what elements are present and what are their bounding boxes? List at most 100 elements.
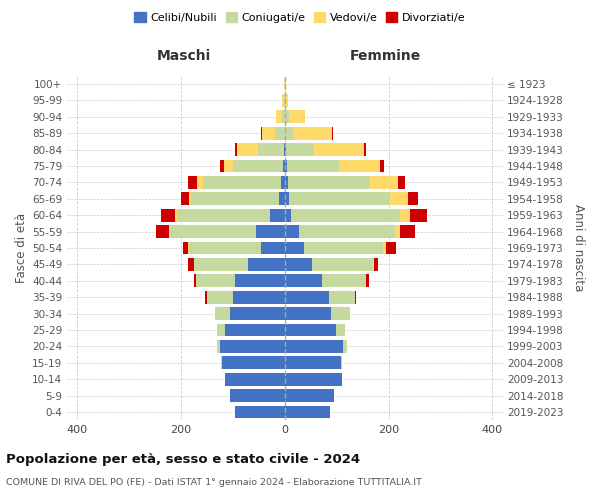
Bar: [395, 225, 400, 238]
Bar: [285, 127, 293, 140]
Bar: [284, 160, 287, 172]
Text: Maschi: Maschi: [157, 50, 211, 64]
Bar: [299, 225, 395, 238]
Bar: [170, 225, 256, 238]
Bar: [276, 110, 282, 123]
Bar: [262, 127, 275, 140]
Bar: [355, 291, 356, 304]
Bar: [220, 160, 224, 172]
Bar: [329, 291, 355, 304]
Bar: [284, 373, 342, 386]
Bar: [248, 258, 284, 271]
Bar: [237, 143, 257, 156]
Bar: [284, 192, 289, 205]
Bar: [230, 307, 284, 320]
Bar: [284, 389, 334, 402]
Bar: [400, 225, 415, 238]
Bar: [314, 143, 364, 156]
Bar: [225, 373, 284, 386]
Bar: [220, 340, 284, 353]
Bar: [284, 110, 289, 123]
Bar: [322, 274, 366, 287]
Bar: [293, 127, 332, 140]
Bar: [341, 356, 342, 369]
Bar: [196, 274, 235, 287]
Bar: [175, 209, 176, 222]
Bar: [343, 340, 347, 353]
Text: COMUNE DI RIVA DEL PO (FE) - Dati ISTAT 1° gennaio 2024 - Elaborazione TUTTITALI: COMUNE DI RIVA DEL PO (FE) - Dati ISTAT …: [6, 478, 422, 487]
Bar: [335, 324, 345, 336]
Bar: [284, 242, 304, 254]
Bar: [284, 274, 322, 287]
Bar: [282, 110, 284, 123]
Bar: [284, 176, 288, 189]
Text: Femmine: Femmine: [349, 50, 421, 64]
Y-axis label: Fasce di età: Fasce di età: [15, 213, 28, 283]
Bar: [280, 192, 284, 205]
Bar: [224, 160, 233, 172]
Bar: [287, 160, 338, 172]
Bar: [217, 340, 220, 353]
Bar: [398, 176, 404, 189]
Bar: [262, 242, 284, 254]
Bar: [284, 94, 286, 107]
Bar: [215, 307, 230, 320]
Bar: [284, 209, 291, 222]
Bar: [284, 324, 335, 336]
Bar: [289, 192, 390, 205]
Bar: [194, 258, 248, 271]
Bar: [230, 389, 284, 402]
Bar: [383, 242, 386, 254]
Bar: [205, 291, 207, 304]
Bar: [235, 143, 237, 156]
Bar: [188, 176, 197, 189]
Bar: [284, 258, 311, 271]
Bar: [188, 192, 191, 205]
Bar: [183, 242, 188, 254]
Bar: [281, 176, 284, 189]
Bar: [270, 209, 284, 222]
Bar: [284, 291, 329, 304]
Bar: [275, 127, 284, 140]
Bar: [373, 258, 374, 271]
Bar: [390, 192, 408, 205]
Legend: Celibi/Nubili, Coniugati/e, Vedovi/e, Divorziati/e: Celibi/Nubili, Coniugati/e, Vedovi/e, Di…: [130, 8, 470, 28]
Bar: [374, 258, 378, 271]
Bar: [286, 94, 288, 107]
Bar: [221, 356, 223, 369]
Bar: [284, 78, 286, 90]
Bar: [288, 176, 370, 189]
Bar: [291, 209, 400, 222]
Bar: [223, 356, 284, 369]
Bar: [386, 242, 396, 254]
Bar: [284, 143, 286, 156]
Bar: [169, 225, 170, 238]
Bar: [191, 192, 280, 205]
Bar: [283, 160, 284, 172]
Bar: [157, 225, 169, 238]
Bar: [284, 340, 343, 353]
Bar: [233, 291, 284, 304]
Bar: [364, 143, 365, 156]
Bar: [410, 209, 427, 222]
Bar: [338, 160, 380, 172]
Bar: [284, 356, 341, 369]
Bar: [408, 192, 418, 205]
Bar: [207, 291, 233, 304]
Bar: [366, 274, 369, 287]
Bar: [289, 110, 305, 123]
Bar: [282, 94, 284, 107]
Bar: [331, 307, 350, 320]
Bar: [286, 143, 314, 156]
Bar: [194, 274, 196, 287]
Text: Popolazione per età, sesso e stato civile - 2024: Popolazione per età, sesso e stato civil…: [6, 452, 360, 466]
Y-axis label: Anni di nascita: Anni di nascita: [572, 204, 585, 292]
Bar: [284, 225, 299, 238]
Bar: [161, 209, 175, 222]
Bar: [181, 192, 188, 205]
Bar: [284, 307, 331, 320]
Bar: [284, 406, 331, 418]
Bar: [233, 160, 283, 172]
Bar: [188, 258, 194, 271]
Bar: [235, 406, 284, 418]
